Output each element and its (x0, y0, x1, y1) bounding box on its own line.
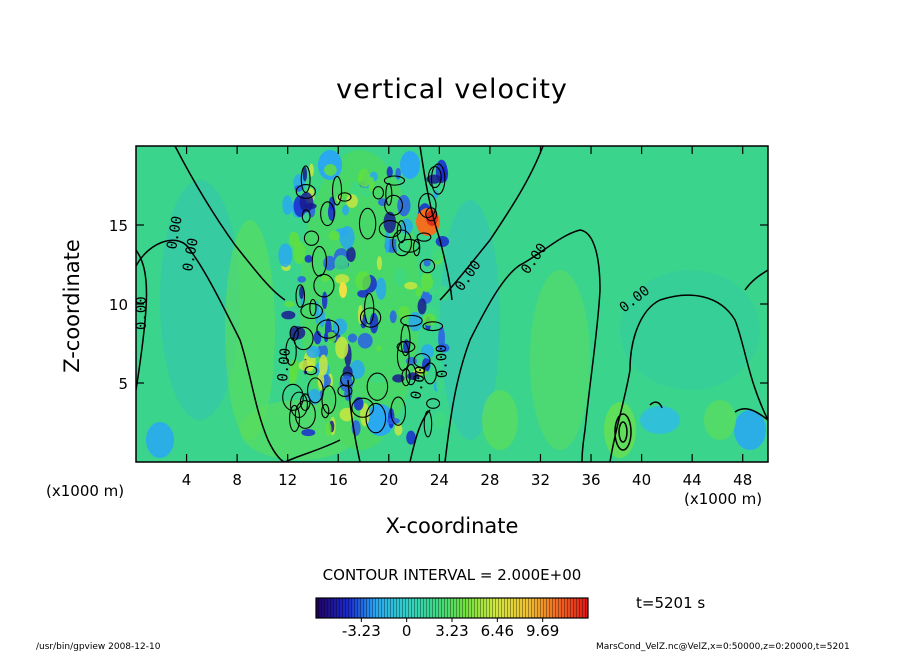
contour-label: 0.00 (164, 215, 186, 251)
colorbar: -3.23 0 3.23 6.46 9.69 (315, 597, 589, 640)
x-tick-label: 40 (632, 471, 651, 489)
footer-right: MarsCond_VelZ.nc@VelZ,x=0:50000,z=0:2000… (596, 642, 850, 652)
colorbar-tick-label: -3.23 (342, 622, 381, 640)
x-tick-label: 28 (480, 471, 499, 489)
colorbar-tick-label: 9.69 (526, 622, 559, 640)
x-tick-label: 36 (581, 471, 600, 489)
y-tick-label: 10 (109, 296, 128, 314)
time-label: t=5201 s (636, 594, 706, 612)
x-tick-label: 44 (683, 471, 702, 489)
x-tick-label: 20 (379, 471, 398, 489)
x-tick-label: 24 (430, 471, 449, 489)
x-tick-label: 32 (531, 471, 550, 489)
y-tick-label: 5 (118, 375, 128, 393)
x-axis: 4 8 12 16 20 24 28 32 36 40 44 48 (182, 146, 752, 489)
y-tick-label: 15 (109, 217, 128, 235)
x-tick-label: 8 (232, 471, 242, 489)
x-tick-label: 48 (733, 471, 752, 489)
colorbar-tick-label: 0 (402, 622, 412, 640)
chart-title: vertical velocity (336, 74, 568, 105)
contour-label: 0.00 (134, 296, 150, 330)
contour-interval-label: CONTOUR INTERVAL = 2.000E+00 (322, 566, 582, 584)
footer-left: /usr/bin/gpview 2008-12-10 (36, 642, 161, 652)
colorbar-tick-label: 3.23 (435, 622, 468, 640)
x-tick-label: 12 (278, 471, 297, 489)
contour-label: 0.00 (275, 347, 294, 382)
x-tick-label: 4 (182, 471, 192, 489)
colorbar-tick-label: 6.46 (481, 622, 514, 640)
x-axis-unit: (x1000 m) (684, 490, 763, 508)
contour-label: 0.00 (434, 344, 451, 378)
contour-lines (136, 146, 768, 462)
contour-label: 0.00 (180, 237, 202, 273)
x-tick-label: 16 (329, 471, 348, 489)
y-axis-label: Z-coordinate (60, 239, 84, 373)
y-axis: 5 10 15 (109, 217, 768, 393)
contour-label: 0.00 (408, 365, 430, 401)
velocity-field (136, 146, 768, 462)
x-axis-unit: (x1000 m) (46, 482, 125, 500)
x-axis-label: X-coordinate (385, 514, 519, 538)
